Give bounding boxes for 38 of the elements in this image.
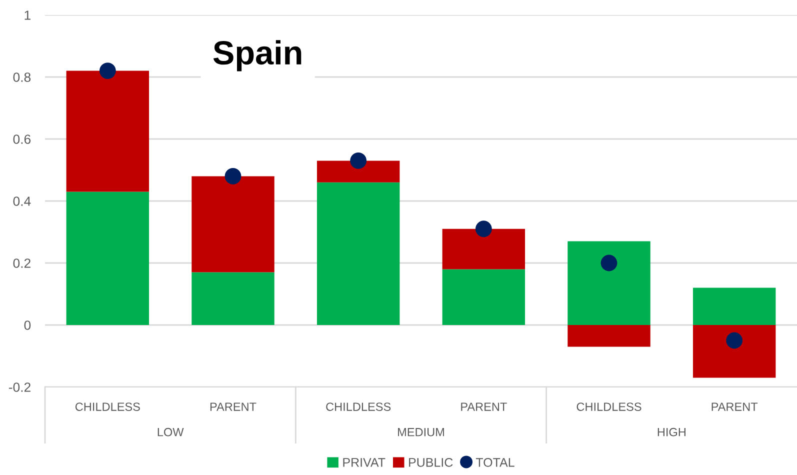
bar <box>66 192 150 325</box>
y-tick-label: -0.2 <box>8 382 30 392</box>
x-tick-label: CHILDLESS <box>576 402 642 411</box>
legend-label: PUBLIC <box>409 458 453 467</box>
bar <box>568 241 650 325</box>
text: Spain <box>213 40 302 72</box>
text: MEDIUM <box>398 428 444 436</box>
point <box>726 332 743 349</box>
bar <box>692 325 776 378</box>
point <box>475 220 492 238</box>
y-tick-label: 0.8 <box>13 72 31 82</box>
x-tick-label: CHILDLESS <box>75 402 140 411</box>
text: LOW <box>158 428 184 436</box>
y-tick-label: 0.4 <box>13 196 31 206</box>
x-tick-label: PARENT <box>461 402 507 411</box>
bar <box>692 288 776 325</box>
bar <box>192 272 274 325</box>
x-tick-label: CHILDLESS <box>326 402 391 411</box>
y-tick-label: 0.2 <box>13 258 30 268</box>
point <box>350 152 367 169</box>
point <box>99 62 116 80</box>
bar <box>66 70 150 192</box>
legend-label: TOTAL <box>476 458 514 467</box>
point <box>224 168 242 184</box>
legend-label: PRIVAT <box>343 458 386 467</box>
y-tick-label: 0.6 <box>13 134 31 144</box>
y-tick-label: 0 <box>24 320 31 330</box>
bar <box>316 182 400 325</box>
bar <box>442 269 526 325</box>
text: HIGH <box>658 428 686 436</box>
bar <box>316 160 400 182</box>
bar <box>568 325 650 347</box>
y-tick-label: 1 <box>24 10 30 20</box>
x-tick-label: PARENT <box>210 402 256 411</box>
point <box>600 254 618 272</box>
bar <box>442 228 526 270</box>
x-tick-label: PARENT <box>712 402 758 411</box>
bar <box>192 176 274 272</box>
